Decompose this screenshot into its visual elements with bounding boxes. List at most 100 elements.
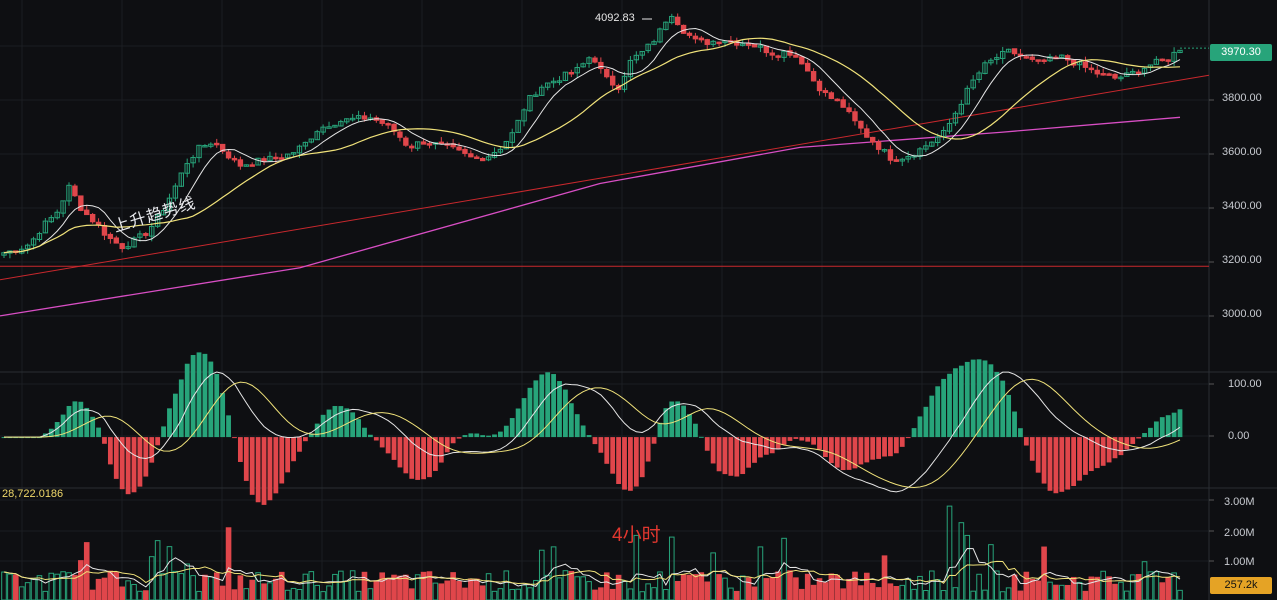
macd-tick: 100.00 xyxy=(1228,378,1262,390)
volume-bar xyxy=(1129,574,1136,600)
macd-histogram-bar xyxy=(54,422,60,438)
volume-bar xyxy=(923,590,929,600)
volume-ma-slow xyxy=(3,560,1181,585)
candle-body xyxy=(604,68,610,78)
volume-bar xyxy=(603,572,610,600)
volume-bar xyxy=(627,588,634,600)
macd-histogram-bar xyxy=(1159,417,1165,438)
macd-histogram-bar xyxy=(1035,437,1041,473)
macd-histogram-bar xyxy=(828,437,834,464)
macd-histogram-bar xyxy=(438,437,444,463)
candle-body xyxy=(320,126,326,133)
macd-histogram-bar xyxy=(1142,433,1147,438)
macd-histogram-bar xyxy=(397,437,403,468)
volume-bar xyxy=(172,570,179,600)
macd-histogram-bar xyxy=(444,437,450,453)
volume-bar xyxy=(651,587,657,600)
macd-histogram-bar xyxy=(314,423,320,438)
volume-bar xyxy=(426,571,433,600)
candle-body xyxy=(923,145,929,150)
volume-bar xyxy=(928,570,935,600)
volume-bar xyxy=(1017,590,1024,600)
volume-bar xyxy=(509,588,516,600)
macd-histogram-bar xyxy=(137,437,143,487)
candle-body xyxy=(574,67,580,74)
price-tick: 3400.00 xyxy=(1222,200,1262,212)
macd-histogram-bar xyxy=(687,414,692,438)
candle-body xyxy=(1082,61,1089,68)
volume-bar xyxy=(314,584,321,600)
candle-body xyxy=(568,71,575,75)
macd-histogram-bar xyxy=(610,437,616,474)
volume-bar xyxy=(373,580,380,600)
volume-bar xyxy=(397,575,403,600)
ma-mid-line xyxy=(3,37,1181,254)
volume-bar xyxy=(30,578,37,600)
candle-body xyxy=(521,109,527,122)
macd-histogram-bar xyxy=(119,437,125,490)
volume-bar xyxy=(580,576,586,600)
volume-bar xyxy=(716,574,722,600)
volume-bar xyxy=(816,578,823,600)
volume-bar xyxy=(1059,584,1065,600)
macd-histogram-bar xyxy=(651,437,657,444)
macd-histogram-bar xyxy=(172,393,178,438)
volume-bar xyxy=(852,571,858,600)
candle-body xyxy=(982,62,988,74)
candle-body xyxy=(497,148,504,153)
macd-histogram-bar xyxy=(604,437,610,464)
volume-bar xyxy=(1064,584,1071,600)
candle-body xyxy=(527,94,533,112)
macd-histogram-bar xyxy=(899,437,905,447)
volume-bar xyxy=(940,590,947,600)
macd-histogram-bar xyxy=(90,416,96,438)
macd-histogram-bar xyxy=(622,437,627,490)
candle-body xyxy=(1035,59,1041,62)
candle-body xyxy=(763,45,770,54)
volume-bar xyxy=(1118,581,1124,600)
volume-bar xyxy=(190,575,196,600)
volume-bar xyxy=(308,571,315,600)
candle-body xyxy=(592,57,598,63)
macd-histogram-bar xyxy=(911,428,917,438)
volume-bar xyxy=(473,578,480,600)
volume-bar xyxy=(763,578,770,600)
macd-histogram-bar xyxy=(267,437,273,501)
candle-body xyxy=(893,159,900,162)
candle-body xyxy=(698,37,705,41)
candle-body xyxy=(379,119,385,124)
candle-body xyxy=(875,141,882,150)
volume-bar xyxy=(946,505,953,600)
macd-histogram-bar xyxy=(958,365,964,438)
candle-body xyxy=(403,137,409,146)
macd-histogram-bar xyxy=(769,437,775,454)
candle-body xyxy=(970,79,976,89)
volume-bar xyxy=(184,563,190,600)
macd-histogram-bar xyxy=(1000,380,1006,438)
volume-bar xyxy=(1112,583,1118,600)
macd-histogram-bar xyxy=(888,437,893,457)
candle-body xyxy=(639,50,645,56)
candle-body xyxy=(149,225,155,237)
candle-body xyxy=(1106,73,1112,76)
candle-body xyxy=(279,157,285,160)
candle-body xyxy=(810,71,817,82)
macd-histogram-bar xyxy=(66,405,72,438)
macd-histogram-bar xyxy=(1071,437,1077,487)
macd-histogram-bar xyxy=(261,437,267,505)
macd-histogram-bar xyxy=(72,401,78,438)
macd-histogram-bar xyxy=(1106,437,1112,463)
macd-histogram-bar xyxy=(763,437,769,455)
candle-body xyxy=(225,151,232,159)
candle-body xyxy=(822,90,829,94)
candle-body xyxy=(24,244,31,250)
macd-histogram-bar xyxy=(1029,437,1035,461)
candle-body xyxy=(326,126,332,129)
volume-bar xyxy=(1082,590,1089,600)
candle-body xyxy=(1141,67,1148,74)
candle-body xyxy=(917,148,923,157)
macd-histogram-bar xyxy=(551,374,556,438)
volume-bar xyxy=(999,591,1006,600)
macd-histogram-bar xyxy=(1165,415,1171,438)
candle-body xyxy=(1100,73,1106,76)
